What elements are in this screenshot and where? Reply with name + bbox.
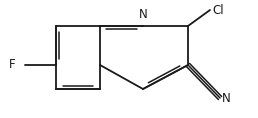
- Text: N: N: [139, 8, 147, 21]
- Text: Cl: Cl: [212, 4, 224, 17]
- Text: N: N: [222, 91, 231, 105]
- Text: F: F: [9, 59, 16, 72]
